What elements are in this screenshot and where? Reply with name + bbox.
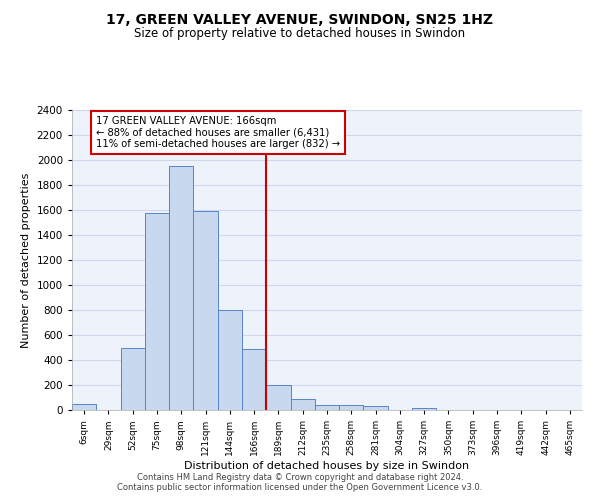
Text: 17, GREEN VALLEY AVENUE, SWINDON, SN25 1HZ: 17, GREEN VALLEY AVENUE, SWINDON, SN25 1… xyxy=(107,12,493,26)
Bar xyxy=(290,399,315,410)
Bar xyxy=(266,385,290,410)
Bar xyxy=(169,166,193,410)
Bar xyxy=(315,405,339,410)
Bar xyxy=(242,349,266,410)
Text: 17 GREEN VALLEY AVENUE: 166sqm
← 88% of detached houses are smaller (6,431)
11% : 17 GREEN VALLEY AVENUE: 166sqm ← 88% of … xyxy=(96,116,340,150)
Y-axis label: Number of detached properties: Number of detached properties xyxy=(21,172,31,348)
Bar xyxy=(218,310,242,410)
Bar xyxy=(121,348,145,410)
Bar xyxy=(145,212,169,410)
Bar xyxy=(72,404,96,410)
Bar xyxy=(412,408,436,410)
Bar xyxy=(193,211,218,410)
Bar xyxy=(339,405,364,410)
Bar xyxy=(364,406,388,410)
X-axis label: Distribution of detached houses by size in Swindon: Distribution of detached houses by size … xyxy=(184,461,470,471)
Text: Size of property relative to detached houses in Swindon: Size of property relative to detached ho… xyxy=(134,28,466,40)
Text: Contains HM Land Registry data © Crown copyright and database right 2024.
Contai: Contains HM Land Registry data © Crown c… xyxy=(118,473,482,492)
